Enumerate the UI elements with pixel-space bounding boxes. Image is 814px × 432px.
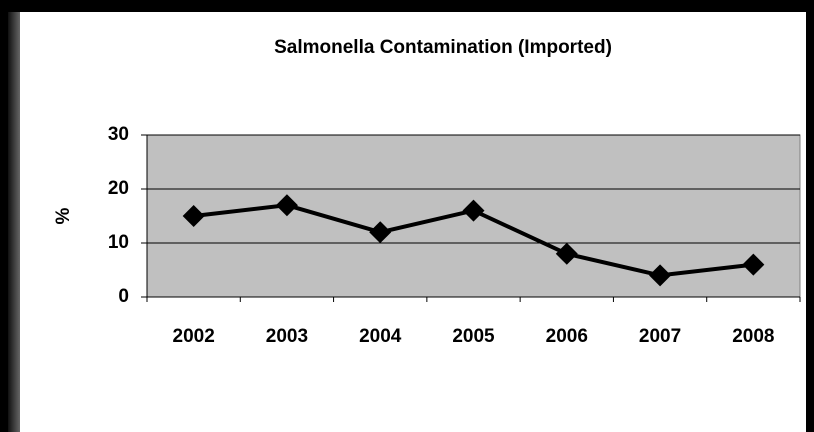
frame-edge — [8, 12, 20, 432]
y-tick-label: 10 — [108, 232, 129, 253]
x-tick-label: 2005 — [452, 326, 495, 347]
marker — [182, 205, 205, 227]
y-axis-label: % — [53, 207, 74, 224]
marker — [742, 253, 765, 276]
marker — [555, 242, 578, 265]
x-tick-label: 2004 — [359, 326, 402, 347]
y-tick-label: 0 — [118, 286, 129, 307]
marker — [649, 264, 672, 287]
x-tick-label: 2007 — [639, 326, 681, 347]
x-tick-label: 2008 — [732, 326, 774, 347]
y-tick-label: 20 — [108, 178, 129, 199]
x-tick-label: 2006 — [546, 326, 588, 347]
y-tick-label: 30 — [108, 124, 129, 145]
x-tick-label: 2003 — [266, 326, 308, 347]
chart-title: Salmonella Contamination (Imported) — [274, 37, 612, 58]
x-tick-label: 2002 — [173, 326, 215, 347]
marker — [369, 221, 392, 244]
marker — [462, 199, 485, 222]
marker — [275, 194, 298, 217]
